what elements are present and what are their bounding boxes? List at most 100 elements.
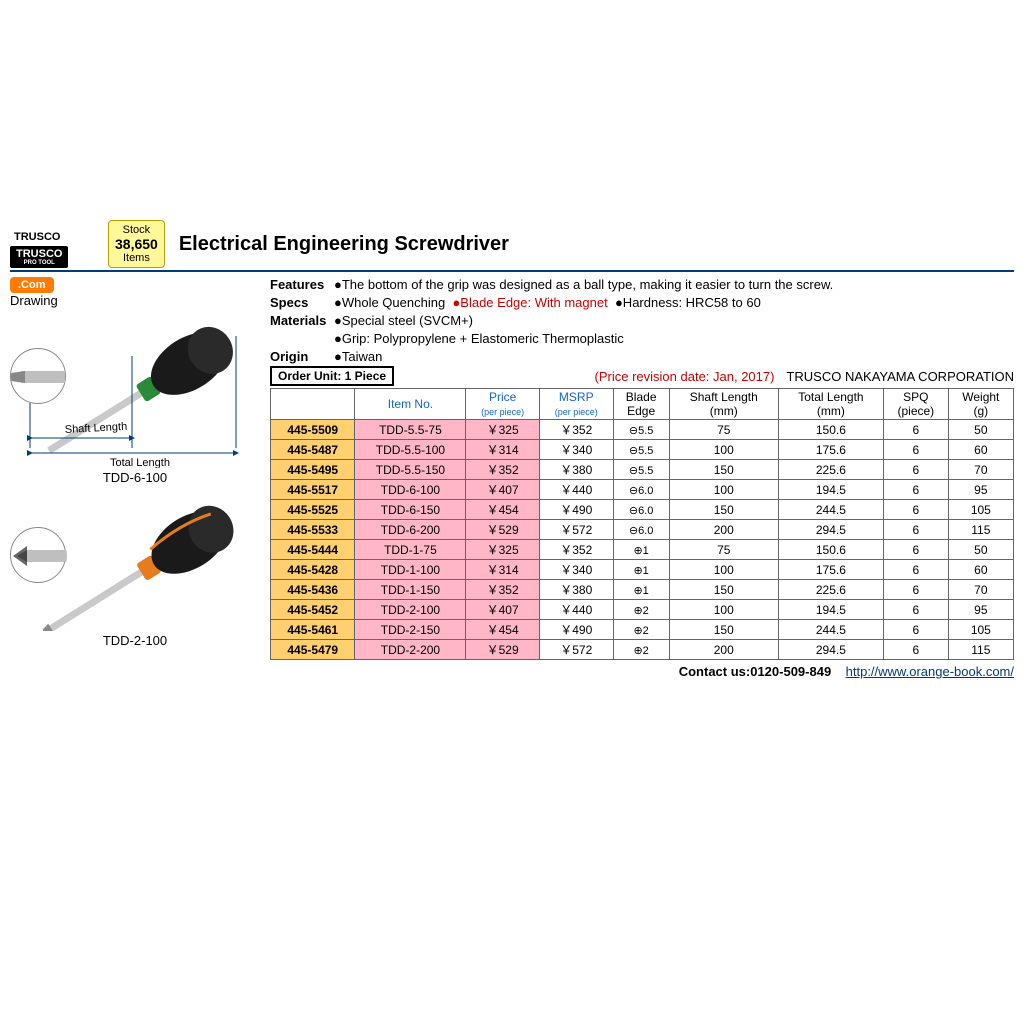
cell-total: 294.5 (778, 640, 883, 660)
cell-shaft: 75 (669, 540, 778, 560)
table-row: 445-5525TDD-6-150￥454￥490⊖6.0150244.5610… (271, 500, 1014, 520)
materials2: ●Grip: Polypropylene + Elastomeric Therm… (334, 331, 624, 346)
screwdriver2-icon (10, 491, 260, 631)
specs1: ●Whole Quenching (334, 295, 445, 310)
cell-total: 194.5 (778, 600, 883, 620)
stock-top: Stock (115, 223, 158, 237)
cell-wt: 115 (948, 640, 1013, 660)
cell-total: 244.5 (778, 620, 883, 640)
stock-badge: Stock 38,650 Items (108, 220, 165, 268)
cell-shaft: 100 (669, 480, 778, 500)
order-unit: Order Unit: 1 Piece (270, 366, 394, 386)
cell-blade: ⊖6.0 (613, 520, 669, 540)
cell-wt: 105 (948, 500, 1013, 520)
cell-msrp: ￥340 (539, 440, 613, 460)
table-row: 445-5444TDD-1-75￥325￥352⊕175150.6650 (271, 540, 1014, 560)
cell-total: 175.6 (778, 560, 883, 580)
cell-code: 445-5487 (271, 440, 355, 460)
cell-code: 445-5517 (271, 480, 355, 500)
table-row: 445-5495TDD-5.5-150￥352￥380⊖5.5150225.66… (271, 460, 1014, 480)
contact-text: Contact us:0120-509-849 (679, 664, 831, 679)
cell-price: ￥407 (466, 480, 540, 500)
cell-total: 150.6 (778, 420, 883, 440)
cell-wt: 70 (948, 460, 1013, 480)
cell-item: TDD-2-200 (355, 640, 466, 660)
cell-shaft: 150 (669, 620, 778, 640)
cell-price: ￥314 (466, 560, 540, 580)
cell-blade: ⊕2 (613, 600, 669, 620)
cell-spq: 6 (884, 640, 949, 660)
cell-code: 445-5509 (271, 420, 355, 440)
table-body: 445-5509TDD-5.5-75￥325￥352⊖5.575150.6650… (271, 420, 1014, 660)
cell-total: 294.5 (778, 520, 883, 540)
page-title: Electrical Engineering Screwdriver (179, 233, 509, 256)
cell-spq: 6 (884, 560, 949, 580)
cell-total: 225.6 (778, 460, 883, 480)
brand-logo: TRUSCO PRO TOOL (10, 246, 68, 268)
stock-count: 38,650 (115, 237, 158, 251)
cell-msrp: ￥380 (539, 460, 613, 480)
spec-column: Features●The bottom of the grip was desi… (260, 276, 1014, 679)
cell-shaft: 75 (669, 420, 778, 440)
table-row: 445-5452TDD-2-100￥407￥440⊕2100194.5695 (271, 600, 1014, 620)
cell-msrp: ￥340 (539, 560, 613, 580)
cell-item: TDD-5.5-150 (355, 460, 466, 480)
cell-price: ￥352 (466, 580, 540, 600)
specs3: ●Hardness: HRC58 to 60 (615, 295, 761, 310)
specs-label: Specs (270, 294, 334, 312)
product1-figure: Shaft Length Total Length (10, 308, 260, 468)
cell-price: ￥325 (466, 420, 540, 440)
cell-blade: ⊕1 (613, 540, 669, 560)
col-total: Total Length(mm) (778, 389, 883, 420)
table-row: 445-5509TDD-5.5-75￥325￥352⊖5.575150.6650 (271, 420, 1014, 440)
catalog-page: TRUSCO TRUSCO PRO TOOL Stock 38,650 Item… (10, 220, 1014, 679)
cell-item: TDD-1-75 (355, 540, 466, 560)
col-spq: SPQ(piece) (884, 389, 949, 420)
specs2: ●Blade Edge: With magnet (452, 295, 607, 310)
cell-item: TDD-2-100 (355, 600, 466, 620)
cell-total: 225.6 (778, 580, 883, 600)
cell-total: 194.5 (778, 480, 883, 500)
brand-name: TRUSCO (10, 230, 100, 244)
cell-code: 445-5436 (271, 580, 355, 600)
main-row: .Com Drawing (10, 276, 1014, 679)
cell-spq: 6 (884, 440, 949, 460)
cell-shaft: 100 (669, 440, 778, 460)
col-blade: BladeEdge (613, 389, 669, 420)
cell-wt: 70 (948, 580, 1013, 600)
cell-wt: 50 (948, 540, 1013, 560)
cell-price: ￥529 (466, 640, 540, 660)
cell-code: 445-5533 (271, 520, 355, 540)
cell-blade: ⊕1 (613, 560, 669, 580)
brand-block: TRUSCO TRUSCO PRO TOOL (10, 230, 100, 268)
cell-spq: 6 (884, 600, 949, 620)
cell-shaft: 150 (669, 580, 778, 600)
col-msrp: MSRP(per piece) (539, 389, 613, 420)
cell-price: ￥325 (466, 540, 540, 560)
cell-item: TDD-6-200 (355, 520, 466, 540)
cell-code: 445-5444 (271, 540, 355, 560)
col-item-no: Item No. (355, 389, 466, 420)
cell-shaft: 200 (669, 640, 778, 660)
revision-note: (Price revision date: Jan, 2017) (595, 369, 775, 384)
cell-total: 150.6 (778, 540, 883, 560)
col-price: Price(per piece) (466, 389, 540, 420)
cell-msrp: ￥380 (539, 580, 613, 600)
cell-blade: ⊖5.5 (613, 460, 669, 480)
cell-shaft: 150 (669, 460, 778, 480)
cell-spq: 6 (884, 420, 949, 440)
cell-item: TDD-6-150 (355, 500, 466, 520)
cell-msrp: ￥572 (539, 520, 613, 540)
cell-price: ￥454 (466, 500, 540, 520)
corporation: TRUSCO NAKAYAMA CORPORATION (786, 369, 1014, 384)
cell-blade: ⊕2 (613, 620, 669, 640)
cell-code: 445-5461 (271, 620, 355, 640)
cell-spq: 6 (884, 580, 949, 600)
website-link[interactable]: http://www.orange-book.com/ (846, 664, 1014, 679)
cell-blade: ⊕1 (613, 580, 669, 600)
cell-price: ￥529 (466, 520, 540, 540)
brand-logo-sub: PRO TOOL (16, 260, 62, 266)
cell-msrp: ￥490 (539, 620, 613, 640)
features-text: ●The bottom of the grip was designed as … (334, 277, 833, 292)
features-label: Features (270, 276, 334, 294)
